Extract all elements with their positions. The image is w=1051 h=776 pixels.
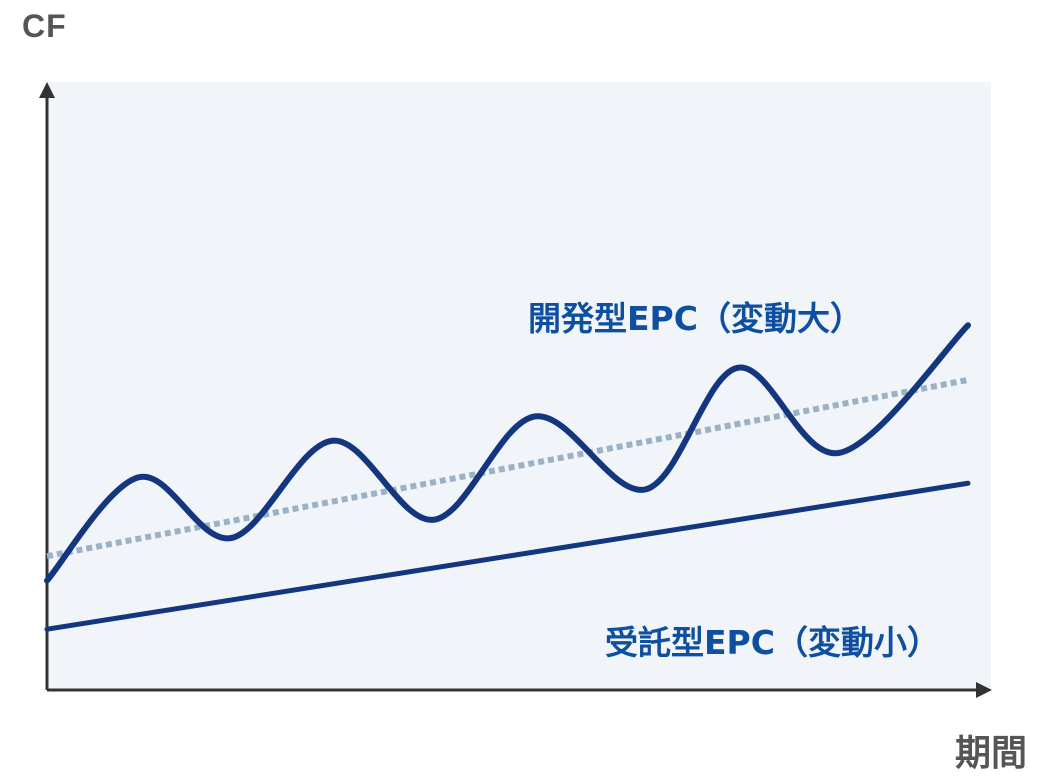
series-line-trend: [46, 376, 969, 560]
x-axis-title: 期間: [954, 733, 1027, 774]
plot-background: [47, 82, 991, 691]
series-layer: [44, 322, 971, 632]
series-label-volatile: 開発型EPC（変動大）: [528, 299, 863, 338]
y-axis-title: CF: [22, 8, 67, 44]
x-axis-arrowhead-icon: [976, 682, 992, 698]
series-line-stable: [44, 480, 971, 632]
y-axis-arrowhead-icon: [39, 82, 55, 98]
series-line-volatile: [44, 322, 971, 584]
series-label-stable: 受託型EPC（変動小）: [605, 623, 940, 662]
